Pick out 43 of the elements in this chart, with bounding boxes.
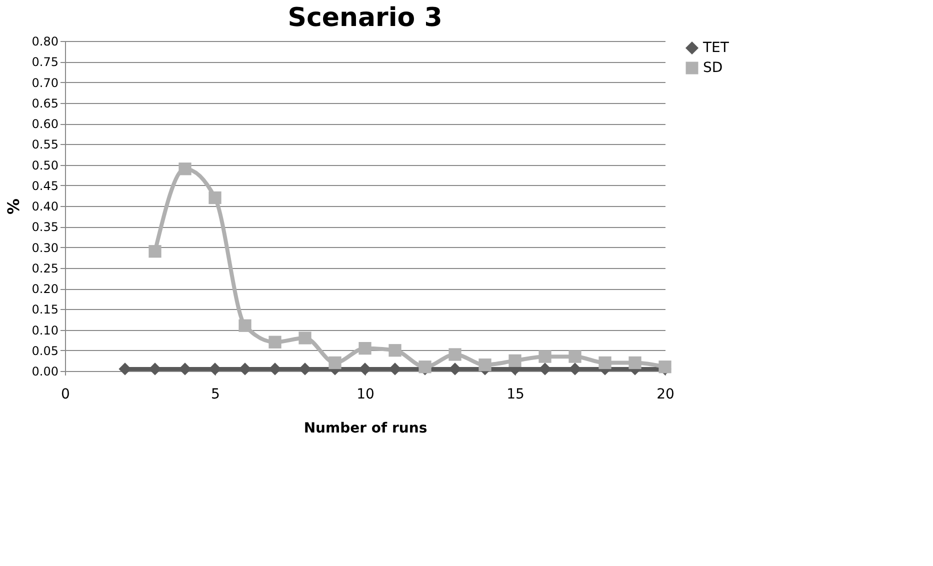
x-tick-label: 10 (356, 386, 374, 402)
y-tick-label: 0.00 (32, 364, 58, 378)
point (478, 358, 492, 372)
y-tick-label: 0.30 (32, 240, 58, 255)
point (508, 354, 522, 368)
y-tick-label: 0.70 (32, 76, 58, 90)
point (178, 162, 192, 176)
legend-label: TET (702, 40, 730, 56)
point (358, 342, 372, 355)
y-tick-label: 0.40 (32, 200, 58, 214)
y-tick-label: 0.60 (32, 117, 58, 131)
chart-title: Scenario 3 (288, 3, 442, 33)
point (388, 344, 402, 357)
y-tick-label: 0.75 (32, 55, 58, 70)
x-tick-label: 0 (61, 386, 70, 402)
y-tick-label: 0.05 (32, 344, 58, 358)
y-tick-label: 0.50 (32, 158, 58, 172)
x-tick-label: 15 (506, 386, 524, 402)
point (268, 336, 282, 348)
y-axis-title: % (4, 198, 23, 215)
y-tick-label: 0.15 (32, 302, 58, 317)
point (448, 348, 462, 361)
point (628, 356, 642, 370)
legend-label: SD (703, 60, 723, 76)
x-tick-label: 5 (211, 386, 220, 402)
y-tick-label: 0.20 (32, 282, 58, 296)
point (238, 319, 252, 332)
y-tick-label: 0.10 (32, 323, 58, 338)
y-tick-label: 0.45 (32, 178, 58, 193)
y-tick-label: 0.55 (32, 138, 58, 152)
point (328, 356, 342, 370)
point (148, 245, 162, 258)
y-tick-label: 0.80 (32, 34, 58, 48)
point (298, 332, 312, 344)
point (208, 191, 222, 204)
y-tick-label: 0.35 (32, 220, 58, 234)
point (598, 356, 612, 370)
x-tick-label: 20 (656, 386, 674, 402)
point (568, 350, 582, 363)
point (538, 350, 552, 363)
y-tick-label: 0.65 (32, 96, 58, 110)
x-axis-title: Number of runs (304, 420, 428, 436)
y-tick-label: 0.25 (32, 261, 58, 276)
